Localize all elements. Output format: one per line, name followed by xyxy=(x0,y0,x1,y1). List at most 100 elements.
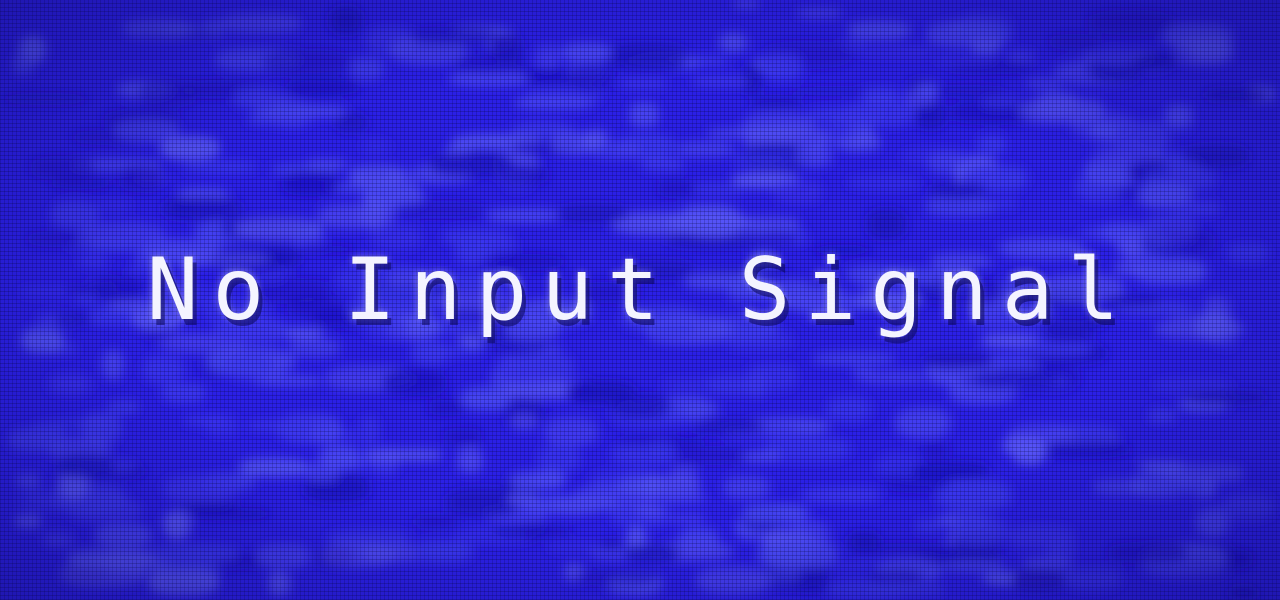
noise-blob xyxy=(659,378,731,390)
noise-blob xyxy=(510,413,537,430)
noise-blob xyxy=(233,86,276,110)
noise-blob xyxy=(1171,201,1220,215)
noise-blob xyxy=(1108,541,1188,563)
noise-blob xyxy=(625,545,680,562)
noise-blob xyxy=(791,86,880,97)
noise-blob xyxy=(543,416,599,447)
noise-blob xyxy=(999,238,1085,260)
noise-blob xyxy=(106,400,139,414)
noise-blob xyxy=(974,369,1056,391)
noise-blob xyxy=(851,367,874,377)
noise-blob xyxy=(723,475,771,499)
noise-blob xyxy=(1023,557,1073,570)
noise-blob xyxy=(318,444,360,471)
noise-blob xyxy=(147,570,219,596)
noise-blob xyxy=(676,140,734,158)
noise-blob xyxy=(286,79,359,97)
noise-blob xyxy=(299,244,356,253)
noise-blob xyxy=(801,488,882,502)
noise-blob xyxy=(429,400,465,416)
noise-blob xyxy=(486,209,559,223)
noise-blob xyxy=(55,312,90,327)
noise-blob xyxy=(927,151,964,175)
noise-blob xyxy=(21,328,64,353)
noise-blob xyxy=(365,318,410,340)
noise-blob xyxy=(510,369,552,386)
noise-blob xyxy=(857,48,938,57)
noise-blob xyxy=(1018,341,1094,356)
noise-blob xyxy=(76,221,166,251)
noise-blob xyxy=(364,448,443,461)
noise-blob xyxy=(282,170,338,196)
noise-blob xyxy=(1088,10,1174,35)
noise-blob xyxy=(922,353,993,369)
noise-blob xyxy=(1227,244,1270,263)
noise-blob xyxy=(719,33,748,52)
noise-blob xyxy=(846,174,919,191)
noise-blob xyxy=(1007,51,1035,63)
noise-blob xyxy=(557,203,629,224)
noise-blob xyxy=(13,52,34,75)
noise-blob xyxy=(671,465,697,482)
noise-blob xyxy=(825,121,866,141)
noise-blob xyxy=(710,314,778,340)
noise-blob xyxy=(350,57,385,80)
noise-blob xyxy=(1138,461,1186,472)
noise-blob xyxy=(813,351,896,365)
noise-blob xyxy=(256,544,312,569)
noise-blob xyxy=(765,538,837,569)
noise-blob xyxy=(588,142,641,159)
noise-blob xyxy=(576,570,657,587)
noise-blob xyxy=(239,458,309,477)
noise-blob xyxy=(1012,569,1066,593)
noise-blob xyxy=(618,80,668,89)
noise-blob xyxy=(435,272,523,286)
noise-blob xyxy=(1115,260,1142,277)
noise-blob xyxy=(537,444,580,472)
noise-blob xyxy=(677,528,719,554)
noise-blob xyxy=(121,19,194,38)
noise-blob xyxy=(622,57,686,71)
noise-blob xyxy=(739,216,801,231)
noise-blob xyxy=(1042,441,1131,458)
noise-blob xyxy=(60,560,148,588)
noise-blob xyxy=(825,580,908,600)
noise-blob xyxy=(535,44,560,68)
noise-blob xyxy=(215,318,289,343)
noise-blob xyxy=(980,95,1020,110)
noise-blob xyxy=(14,514,41,528)
noise-blob xyxy=(475,253,566,271)
noise-blob xyxy=(19,286,81,299)
noise-blob xyxy=(183,416,230,426)
noise-blob xyxy=(330,7,363,35)
noise-blob xyxy=(1183,144,1250,169)
noise-blob xyxy=(732,0,760,9)
noise-blob xyxy=(1049,34,1102,51)
noise-blob xyxy=(1063,566,1122,591)
noise-blob xyxy=(1135,55,1177,70)
noise-blob xyxy=(68,499,142,522)
noise-blob xyxy=(321,183,401,193)
noise-blob xyxy=(1012,437,1046,465)
noise-blob xyxy=(733,152,795,165)
noise-blob xyxy=(918,279,1005,306)
noise-blob xyxy=(1186,391,1266,405)
noise-blob xyxy=(141,355,185,384)
noise-blob xyxy=(795,145,833,168)
noise-blob xyxy=(746,362,797,391)
noise-blob xyxy=(795,8,842,18)
noise-blob xyxy=(618,478,661,495)
noise-blob xyxy=(1028,300,1050,316)
noise-blob xyxy=(841,101,916,128)
noise-blob xyxy=(741,64,762,95)
noise-blob xyxy=(108,299,184,311)
noise-blob xyxy=(454,55,527,75)
noise-blob xyxy=(132,308,184,330)
noise-blob xyxy=(48,437,112,460)
noise-blob xyxy=(256,107,339,118)
noise-blob xyxy=(782,287,854,314)
noise-blob xyxy=(228,354,272,382)
noise-blob xyxy=(773,178,824,204)
noise-blob xyxy=(1229,586,1257,600)
